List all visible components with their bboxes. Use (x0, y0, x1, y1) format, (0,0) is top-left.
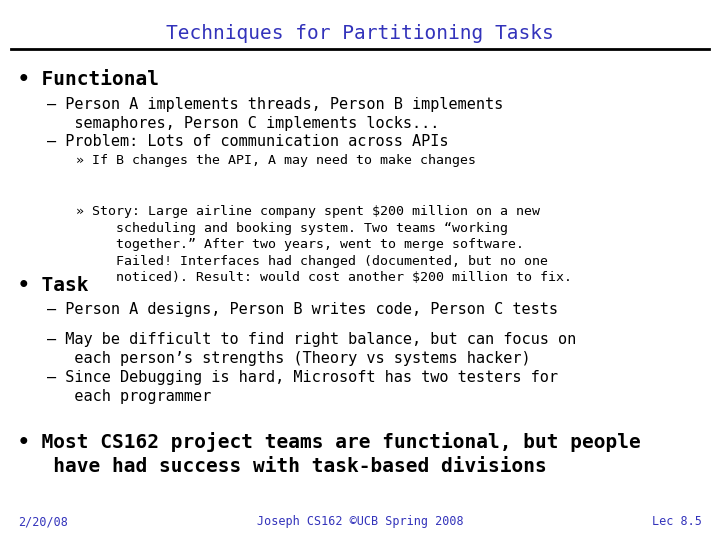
Text: • Functional: • Functional (18, 70, 159, 89)
Text: 2/20/08: 2/20/08 (18, 515, 68, 528)
Text: – Problem: Lots of communication across APIs: – Problem: Lots of communication across … (47, 134, 449, 149)
Text: – Since Debugging is hard, Microsoft has two testers for
   each programmer: – Since Debugging is hard, Microsoft has… (47, 370, 558, 404)
Text: • Task: • Task (18, 276, 89, 295)
Text: – Person A designs, Person B writes code, Person C tests: – Person A designs, Person B writes code… (47, 302, 558, 318)
Text: – May be difficult to find right balance, but can focus on
   each person’s stre: – May be difficult to find right balance… (47, 332, 576, 366)
Text: Techniques for Partitioning Tasks: Techniques for Partitioning Tasks (166, 24, 554, 43)
Text: » If B changes the API, A may need to make changes: » If B changes the API, A may need to ma… (76, 154, 476, 167)
Text: Joseph CS162 ©UCB Spring 2008: Joseph CS162 ©UCB Spring 2008 (257, 515, 463, 528)
Text: – Person A implements threads, Person B implements
   semaphores, Person C imple: – Person A implements threads, Person B … (47, 97, 503, 131)
Text: » Story: Large airline company spent $200 million on a new
     scheduling and b: » Story: Large airline company spent $20… (76, 205, 572, 284)
Text: • Most CS162 project teams are functional, but people
   have had success with t: • Most CS162 project teams are functiona… (18, 432, 641, 476)
Text: Lec 8.5: Lec 8.5 (652, 515, 702, 528)
